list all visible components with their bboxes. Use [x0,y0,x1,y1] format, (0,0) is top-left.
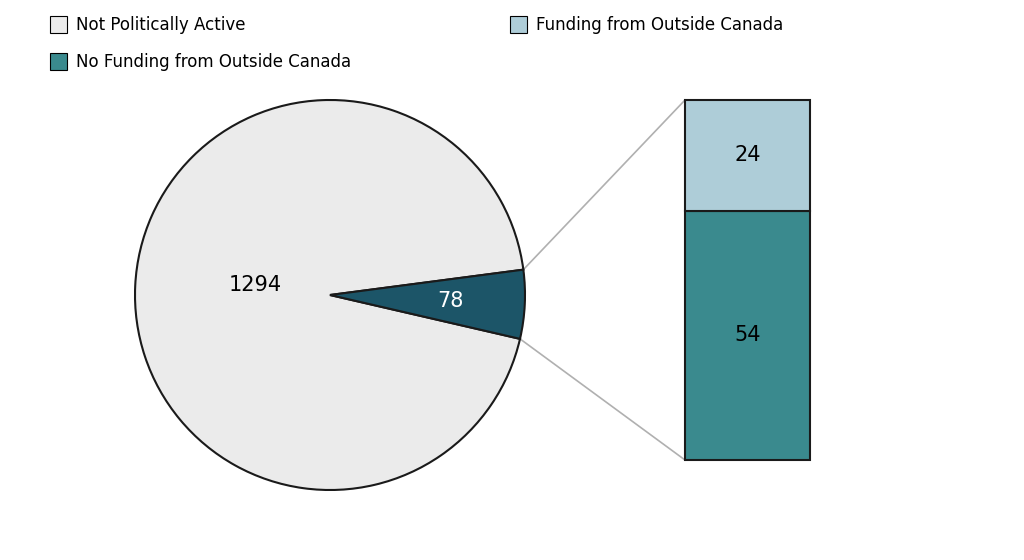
Bar [685,211,810,460]
Text: 54: 54 [734,325,761,346]
Text: 24: 24 [734,146,761,165]
Text: 78: 78 [437,291,464,311]
Wedge shape [330,270,525,339]
Wedge shape [135,100,523,490]
Bar [685,100,810,211]
Text: No Funding from Outside Canada: No Funding from Outside Canada [76,53,351,71]
Text: Funding from Outside Canada: Funding from Outside Canada [536,16,783,34]
Bar [50,53,67,70]
Bar [50,16,67,33]
Bar [510,16,527,33]
Text: 1294: 1294 [228,275,282,295]
Text: Not Politically Active: Not Politically Active [76,16,246,34]
